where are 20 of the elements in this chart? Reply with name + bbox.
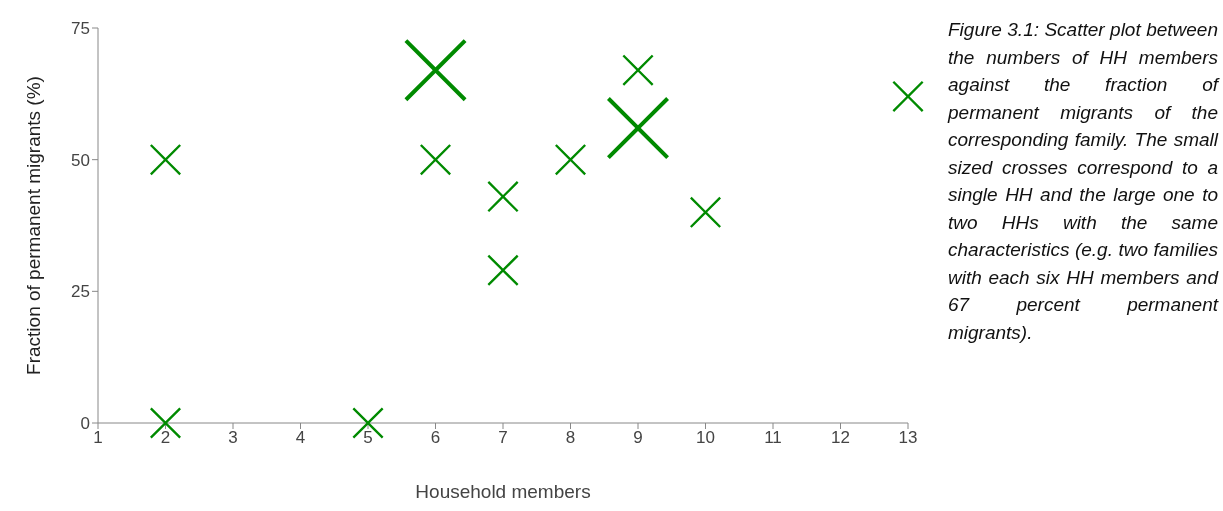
x-tick-label: 7 — [498, 428, 508, 448]
x-tick-label: 5 — [363, 428, 373, 448]
x-axis-title: Household members — [415, 481, 591, 502]
x-tick-label: 2 — [160, 428, 171, 448]
x-tick-label: 3 — [228, 428, 238, 448]
y-axis-title: Fraction of permanent migrants (%) — [22, 76, 44, 375]
x-tick-label: 13 — [898, 428, 918, 448]
y-tick-label: 75 — [71, 19, 90, 39]
y-tick-label: 25 — [71, 282, 90, 302]
x-tick-label: 11 — [764, 428, 782, 448]
y-tick-label: 0 — [80, 414, 90, 434]
y-tick-label: 50 — [71, 150, 90, 170]
x-tick-label: 10 — [696, 428, 715, 448]
x-tick-label: 12 — [831, 428, 850, 448]
text: Figure 3.1: Scatter plot between the numbers of HH members against the fraction of permanent migrants of the corresponding family. The small sized crosses correspond to a single HH and the large one to two HHs with the same characteristics (e.g. two families with each six HH members and 67 percent permanent migrants). — [948, 19, 1218, 343]
x-tick-label: 6 — [430, 428, 441, 448]
x-tick-label: 1 — [93, 428, 103, 448]
x-tick-label: 4 — [295, 428, 306, 448]
x-tick-label: 9 — [633, 428, 643, 448]
x-tick-label: 8 — [565, 428, 576, 448]
